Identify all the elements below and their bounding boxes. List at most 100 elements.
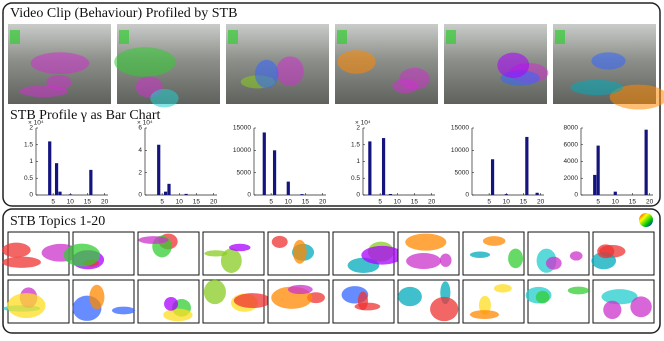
bar [504,194,508,195]
topic-blob [292,239,307,264]
x-tick-label: 20 [537,199,545,206]
overlay [254,59,279,89]
topic-blob [89,284,105,310]
topic-blob [535,290,550,304]
x-tick-label: 10 [612,199,620,206]
bottom-panel [2,208,661,334]
x-tick-label: 20 [646,199,654,206]
bar-chart: 0 2000 4000 6000 8000 5 10 15 20 [564,125,654,206]
x-tick-label: 20 [101,199,109,206]
bar [54,163,59,195]
topic-blob [204,250,228,257]
topic-blob [398,286,422,307]
topic-blob [469,310,499,320]
overlay [276,56,304,87]
bar [300,194,304,195]
topic-blob [405,233,447,251]
topic-blob [469,251,491,258]
topic-blob [2,256,41,268]
y-tick-label: 10000 [233,147,251,154]
bar [286,181,290,195]
y-tick-label: 15000 [451,125,469,132]
x-tick-label: 15 [193,199,201,206]
bar [593,174,597,195]
x-tick-label: 15 [84,199,92,206]
bar [68,194,72,195]
topic-blob [357,291,368,311]
bar [368,141,372,195]
x-tick-label: 20 [210,199,218,206]
x-tick-label: 10 [285,199,293,206]
overlay [570,79,623,96]
topic-blob [508,248,524,269]
topic-blob [233,293,272,309]
overlay [19,85,69,98]
overlay [337,30,347,44]
x-tick-label: 10 [394,199,402,206]
topic-blob [63,243,101,267]
topic-blob [287,284,313,295]
y-tick-label: 0 [247,192,251,199]
overlay [555,30,565,44]
topic-blob [203,279,226,305]
x-tick-label: 5 [596,199,600,206]
bar [163,191,168,195]
x-tick-label: 5 [487,199,491,206]
bar-chart: 0 5000 10000 15000 5 10 15 20 [451,125,545,206]
video-frame [226,24,329,104]
topic-blob [111,306,136,315]
overlay [228,30,238,44]
topic-blob [545,256,562,270]
topic-blob [630,296,652,318]
x-tick-label: 5 [269,199,273,206]
y-tick-label: 0 [574,192,578,199]
topic-blob [601,289,638,305]
bar [644,129,648,195]
bar [388,193,393,195]
y-tick-label: 0 [29,192,33,199]
topic-blob [482,236,506,246]
bar [381,138,386,195]
y-tick-label: 1 [29,158,33,165]
y-tick-label: 1.5 [24,141,33,148]
bar [535,192,539,195]
topic-blob [569,251,583,261]
topic-blob [597,244,615,259]
y-tick-label: 1.5 [351,141,360,148]
x-tick-label: 10 [67,199,75,206]
y-multiplier: × 10⁴ [28,120,44,127]
y-tick-label: 15000 [233,125,251,132]
y-multiplier: × 10⁴ [137,120,153,127]
x-tick-label: 15 [520,199,528,206]
panel-subtitle: STB Profile γ as Bar Chart [10,108,161,123]
y-tick-label: 4000 [564,158,579,165]
bar [184,193,188,195]
y-multiplier: × 10⁴ [355,120,371,127]
topic-blob [7,293,46,319]
topic-blob [229,243,251,252]
overlay [591,52,626,70]
topic-blob [164,296,179,311]
overlay [10,30,20,44]
overlay [30,52,90,75]
topic-blob [406,252,442,270]
bar [89,169,93,195]
x-tick-label: 5 [51,199,55,206]
y-tick-label: 1 [356,158,360,165]
topic-blob [493,284,512,293]
topic-blob [567,286,590,295]
bar-chart: 0 2 4 6 5 10 15 20 × 10⁴ [137,120,218,206]
y-tick-label: 0 [138,192,142,199]
bar [596,145,600,195]
y-tick-label: 0 [465,192,469,199]
y-tick-label: 0.5 [351,175,360,182]
overlay [446,30,456,44]
bar-chart: 0 0.5 1 1.5 2 5 10 15 20 × 10⁴ [24,120,109,206]
x-tick-label: 15 [411,199,419,206]
y-tick-label: 0.5 [24,175,33,182]
bar [613,191,617,195]
topic-blob [430,296,459,322]
overlay [497,52,530,78]
